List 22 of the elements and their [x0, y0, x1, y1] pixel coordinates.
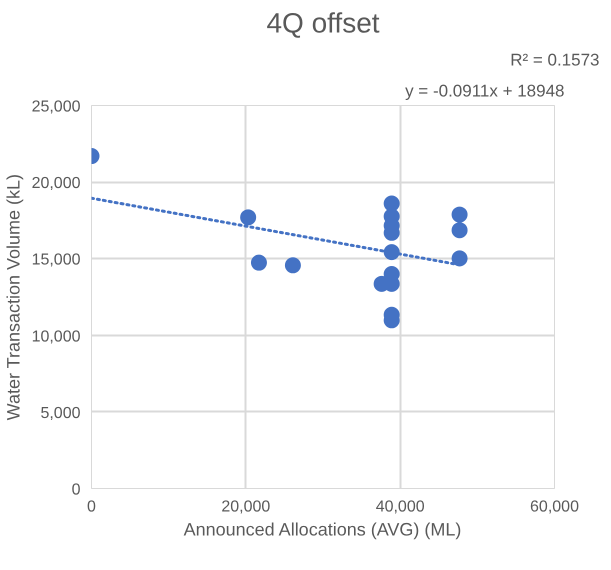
point	[284, 257, 301, 274]
text: R² = 0.1573	[510, 50, 600, 70]
y-tick-label: 5,000	[40, 404, 81, 422]
point	[250, 254, 267, 271]
y-tick-label: 20,000	[32, 175, 81, 192]
chart-title: 4Q offset	[266, 8, 380, 38]
y-tick-label: 25,000	[32, 98, 81, 116]
x-tick-label: 0	[87, 498, 96, 516]
point	[452, 250, 468, 266]
point	[384, 196, 400, 212]
x-tick-label: 40,000	[376, 498, 425, 516]
y-tick-label: 0	[72, 482, 81, 498]
y-tick-label: 15,000	[32, 252, 81, 269]
text: y = -0.0911x + 18948	[405, 82, 565, 100]
y-tick-label: 10,000	[32, 328, 81, 346]
point	[452, 222, 468, 238]
x-tick-label: 20,000	[221, 498, 270, 516]
x-axis-title: Announced Allocations (AVG) (ML)	[184, 520, 462, 540]
x-tick-label: 60,000	[530, 498, 580, 516]
point	[452, 206, 468, 223]
y-axis-title: Water Transaction Volume (kL)	[4, 174, 24, 420]
point	[240, 209, 256, 226]
